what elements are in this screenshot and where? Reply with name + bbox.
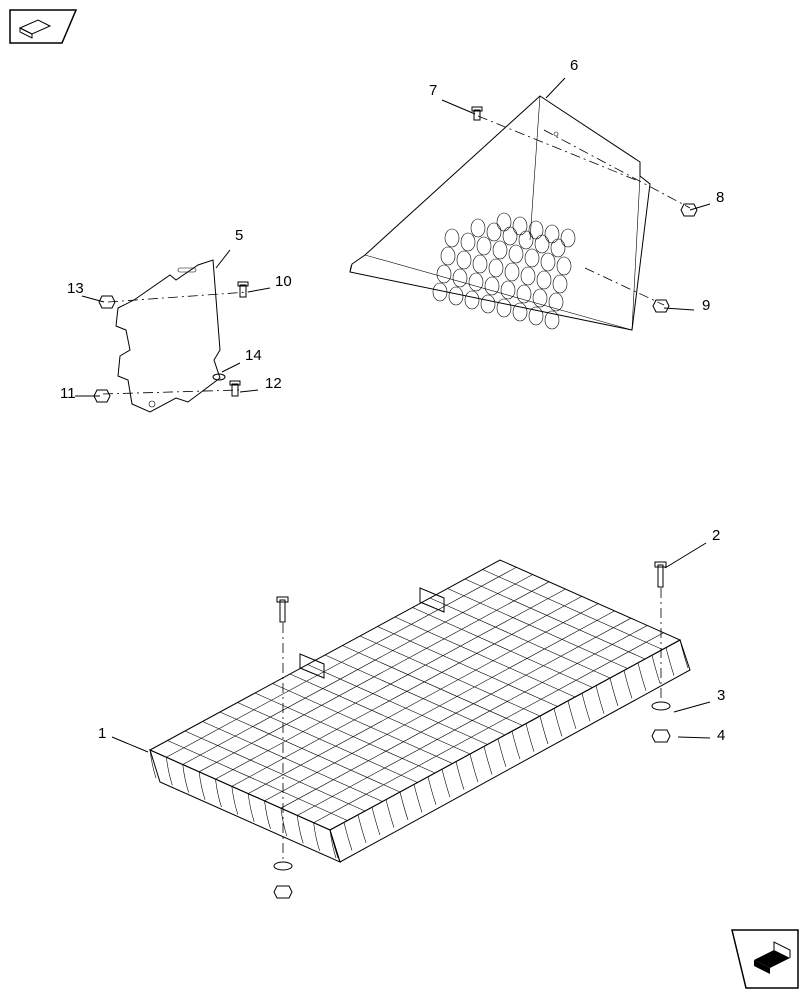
corner-icon-top-left [10,10,76,43]
callout-5: 5 [235,227,243,244]
fastener-12 [230,381,240,396]
fastener-2-bolt [655,562,666,587]
corner-icon-bottom-right [732,930,798,988]
callout-3: 3 [717,687,725,704]
callout-13: 13 [67,280,84,297]
fastener-left-stack [274,597,292,898]
vent-perforations [433,213,575,329]
callout-10: 10 [275,273,292,290]
parts-diagram: 1234567891011121314 [0,0,808,1000]
part-plate-small [94,260,248,412]
callout-6: 6 [570,57,578,74]
callout-1: 1 [98,725,106,742]
part-wire-tray [150,560,690,898]
callout-4: 4 [717,727,725,744]
fastener-10 [238,282,248,297]
callout-11: 11 [60,385,76,402]
callout-9: 9 [702,297,710,314]
callout-8: 8 [716,189,724,206]
fastener-3-washer [652,702,670,710]
fastener-4-nut [652,730,670,742]
callout-12: 12 [265,375,282,392]
fastener-9 [653,300,669,312]
fastener-8 [681,204,697,216]
part-cover-vented [350,96,697,330]
callout-2: 2 [712,527,720,544]
callouts: 1234567891011121314 [60,57,725,752]
callout-7: 7 [429,82,437,99]
callout-14: 14 [245,347,262,364]
